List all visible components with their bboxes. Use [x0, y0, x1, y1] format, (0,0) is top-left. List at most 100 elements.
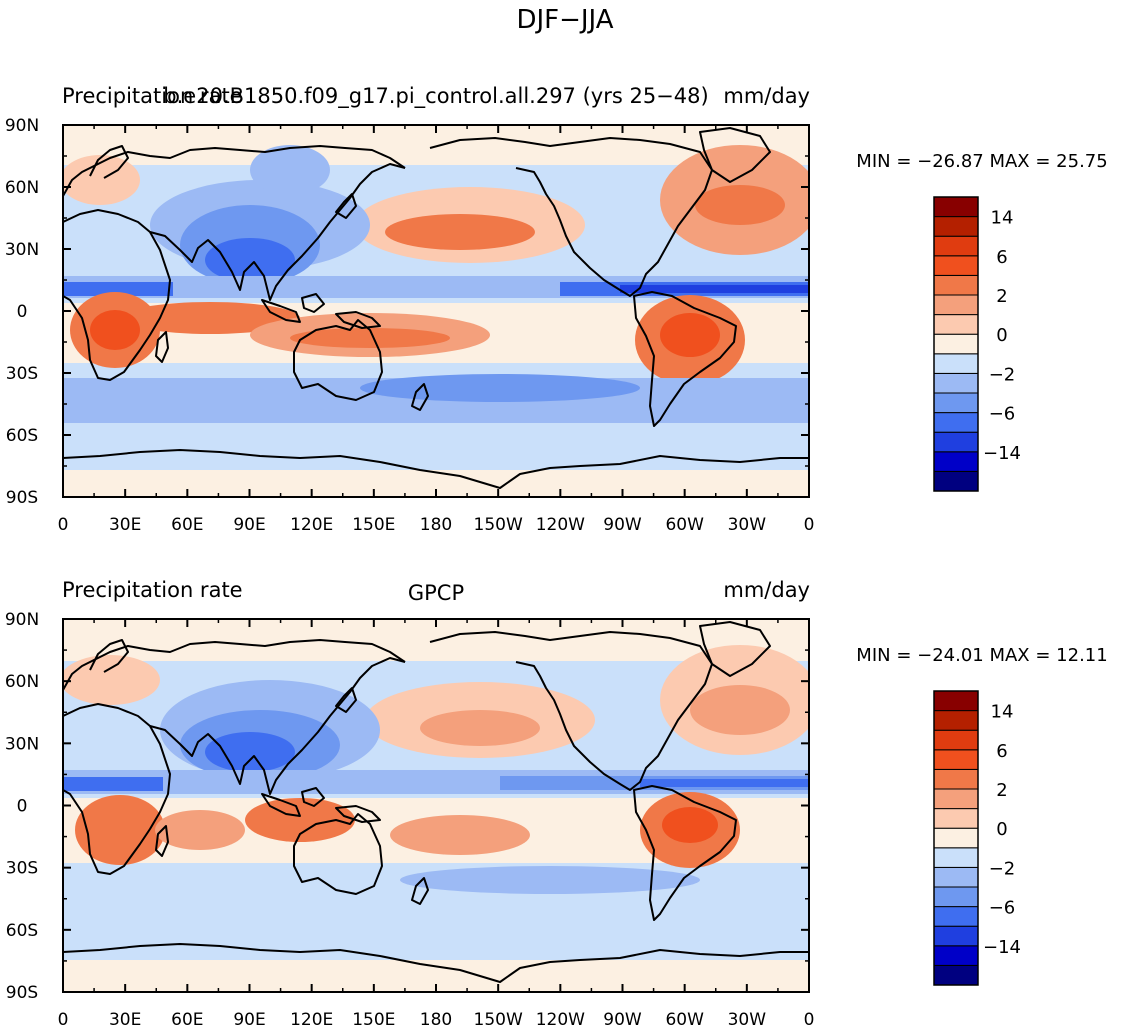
x-tick-label: 150E — [352, 1010, 395, 1030]
colorbar-box — [933, 964, 979, 986]
y-tick-label: 60N — [5, 672, 39, 692]
x-tick-label: 90E — [233, 515, 265, 535]
x-tick-label: 90E — [233, 1010, 265, 1030]
colorbar-box — [933, 886, 979, 908]
colorbar-label: 14 — [991, 208, 1014, 229]
axis-ticks — [62, 124, 810, 498]
colorbar-box — [933, 906, 979, 927]
panel-center-label: GPCP — [408, 581, 464, 605]
axis-ticks — [62, 618, 810, 993]
x-tick-label: 0 — [804, 1010, 815, 1030]
colorbar-box — [933, 255, 979, 276]
precip-difference-field — [63, 125, 809, 497]
colorbar-box — [933, 353, 979, 374]
colorbar-box — [933, 847, 979, 868]
colorbar: −14 −6 −2 0 2 6 14 — [933, 690, 1021, 986]
y-tick-label: 30N — [5, 240, 39, 260]
x-tick-label: 0 — [804, 515, 815, 535]
y-axis-labels: 90N 60N 30N 0 30S 60S 90S — [5, 610, 39, 1003]
colorbar-box — [933, 945, 979, 966]
x-tick-label: 0 — [58, 515, 69, 535]
y-tick-label: 30S — [6, 859, 38, 879]
colorbar-box — [933, 235, 979, 257]
x-axis-labels: 0 30E 60E 90E 120E 150E 180 150W 120W 90W 60W 30W 0 — [58, 515, 815, 535]
x-tick-label: 60E — [171, 1010, 203, 1030]
x-tick-label: 90W — [603, 1010, 642, 1030]
colorbar-label: 0 — [996, 325, 1007, 346]
colorbar-box — [933, 729, 979, 751]
x-tick-label: 150W — [474, 515, 523, 535]
x-tick-label: 30W — [728, 515, 767, 535]
colorbar-label: −14 — [983, 443, 1021, 464]
x-tick-label: 150W — [474, 1010, 523, 1030]
x-tick-label: 120E — [290, 1010, 333, 1030]
colorbar-box — [933, 294, 979, 316]
x-tick-label: 180 — [420, 515, 452, 535]
main-title: DJF−JJA — [516, 5, 613, 35]
precip-difference-field — [63, 619, 809, 992]
panel-unit-label: mm/day — [723, 84, 810, 108]
colorbar-box — [933, 392, 979, 414]
x-tick-label: 120W — [536, 1010, 585, 1030]
y-tick-label: 60S — [6, 426, 38, 446]
colorbar-label: 2 — [996, 286, 1007, 307]
colorbar-box — [933, 431, 979, 453]
colorbar-box — [933, 808, 979, 829]
x-tick-label: 150E — [352, 515, 395, 535]
colorbar-box — [933, 333, 979, 355]
x-tick-label: 30W — [728, 1010, 767, 1030]
x-tick-label: 60W — [665, 1010, 704, 1030]
x-tick-label: 90W — [603, 515, 642, 535]
x-tick-label: 0 — [58, 1010, 69, 1030]
colorbar-label: 0 — [996, 819, 1007, 840]
x-tick-label: 60E — [171, 515, 203, 535]
colorbar-box — [933, 827, 979, 849]
map-panel-bottom: Precipitation rate GPCP mm/day — [5, 578, 1108, 1030]
colorbar-label: 2 — [996, 780, 1007, 801]
colorbar-box — [933, 749, 979, 770]
x-axis-labels: 0 30E 60E 90E 120E 150E 180 150W 120W 90W 60W 30W 0 — [58, 1010, 815, 1030]
y-tick-label: 30N — [5, 734, 39, 754]
panel-left-label: Precipitation rate — [62, 578, 243, 602]
y-tick-label: 90N — [5, 610, 39, 630]
colorbar-label: −2 — [989, 858, 1016, 879]
y-tick-label: 90S — [6, 488, 38, 508]
x-tick-label: 180 — [420, 1010, 452, 1030]
colorbar-box — [933, 314, 979, 335]
colorbar-box — [933, 412, 979, 433]
map-panel-top: Precipitation rate b.e20.B1850.f09_g17.p… — [5, 84, 1108, 535]
colorbar-box — [933, 768, 979, 790]
y-tick-label: 90N — [5, 116, 39, 136]
y-tick-label: 60S — [6, 921, 38, 941]
colorbar-label: −14 — [983, 937, 1021, 958]
x-tick-label: 120W — [536, 515, 585, 535]
colorbar-box — [933, 274, 979, 296]
panel-left-label: Precipitation rate — [62, 84, 243, 108]
colorbar-label: −6 — [989, 898, 1016, 919]
y-tick-label: 0 — [17, 797, 28, 817]
colorbar-box — [933, 690, 979, 712]
y-axis-labels: 90N 60N 30N 0 30S 60S 90S — [5, 116, 39, 508]
colorbar-label: −6 — [989, 404, 1016, 425]
colorbar-box — [933, 451, 979, 472]
colorbar-label: 6 — [996, 247, 1007, 268]
x-tick-label: 30E — [109, 1010, 141, 1030]
colorbar-box — [933, 866, 979, 888]
y-tick-label: 90S — [6, 983, 38, 1003]
colorbar-label: −2 — [989, 364, 1016, 385]
y-tick-label: 60N — [5, 178, 39, 198]
colorbar-box — [933, 925, 979, 947]
colorbar: −14 −6 −2 0 2 6 14 — [933, 196, 1021, 492]
panel-center-label: b.e20.B1850.f09_g17.pi_control.all.297 (… — [163, 84, 708, 109]
colorbar-box — [933, 216, 979, 237]
min-max-stats: MIN = −24.01 MAX = 12.11 — [856, 645, 1107, 666]
colorbar-box — [933, 710, 979, 731]
colorbar-label: 14 — [991, 702, 1014, 723]
y-tick-label: 0 — [17, 302, 28, 322]
x-tick-label: 120E — [290, 515, 333, 535]
x-tick-label: 30E — [109, 515, 141, 535]
colorbar-frame — [933, 690, 979, 986]
colorbar-box — [933, 788, 979, 810]
panel-unit-label: mm/day — [723, 578, 810, 602]
